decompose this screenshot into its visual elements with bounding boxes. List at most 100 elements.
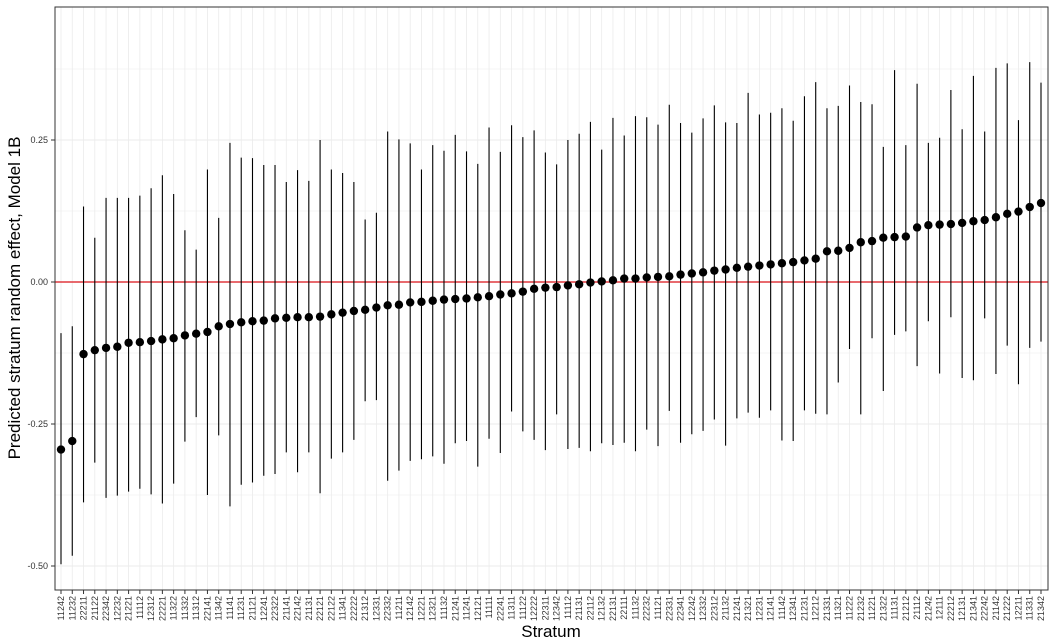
x-tick-label: 11321	[833, 596, 843, 620]
data-point	[608, 276, 618, 285]
x-tick-label: 21132	[721, 596, 731, 620]
x-tick-label: 21231	[799, 596, 809, 621]
data-point	[282, 313, 291, 322]
x-tick-label: 11112	[563, 596, 573, 619]
data-point	[755, 261, 764, 270]
x-tick-label: 12241	[259, 596, 269, 621]
x-tick-label: 11312	[191, 596, 201, 620]
x-tick-label: 22312	[709, 596, 719, 621]
x-tick-label: 21241	[732, 596, 742, 621]
data-point	[169, 334, 178, 343]
data-point	[957, 218, 967, 228]
data-point	[518, 287, 528, 296]
x-tick-label: 22131	[608, 596, 618, 621]
data-point	[574, 280, 584, 289]
data-point	[991, 213, 1001, 222]
data-point	[473, 293, 482, 302]
data-point	[912, 223, 922, 232]
x-tick-label: 11112	[135, 596, 145, 619]
x-tick-label: 22211	[79, 596, 89, 620]
y-axis-ticks: -0.50 -0.25 0.00 0.25	[27, 135, 55, 571]
x-tick-label: 11222	[845, 596, 855, 620]
data-point	[788, 257, 798, 267]
data-point	[180, 331, 190, 340]
data-point	[834, 246, 843, 255]
data-point	[642, 273, 651, 282]
data-point	[158, 335, 167, 344]
y-tick-label: 0.25	[30, 135, 48, 145]
data-point	[766, 260, 775, 269]
x-tick-label: 11132	[439, 596, 449, 620]
x-tick-label: 12131	[957, 596, 967, 621]
x-tick-label: 21222	[1002, 596, 1012, 621]
data-point	[924, 221, 933, 230]
data-point	[259, 316, 268, 325]
x-tick-label: 12242	[687, 596, 697, 621]
x-axis-ticks: 11242 11232 22211 21122 22342 12232 21221 11112…	[56, 590, 1046, 621]
x-tick-label: 12121	[473, 596, 483, 621]
x-tick-label: 21131	[574, 596, 584, 620]
data-point	[405, 298, 415, 307]
data-point	[191, 329, 201, 338]
x-tick-label: 12221	[416, 596, 426, 621]
x-tick-label: 21112	[912, 596, 922, 620]
x-tick-label: 11311	[507, 596, 517, 620]
x-tick-label: 21341	[968, 596, 978, 621]
data-point	[338, 308, 347, 317]
x-tick-label: 21321	[743, 596, 753, 621]
x-tick-label: 11322	[169, 596, 179, 620]
points	[56, 198, 1046, 454]
x-tick-label: 22142	[293, 596, 303, 621]
x-tick-label: 11242	[56, 596, 66, 620]
x-tick-label: 11232	[67, 596, 77, 620]
panel-border	[54, 6, 1049, 591]
data-point	[901, 232, 911, 241]
x-tick-label: 21232	[856, 596, 866, 621]
x-tick-label: 22222	[349, 596, 359, 621]
data-point	[980, 215, 989, 225]
x-tick-label: 22322	[270, 596, 280, 621]
x-tick-label: 21312	[360, 596, 370, 621]
data-point	[248, 316, 257, 326]
x-tick-label: 12232	[112, 596, 122, 621]
x-tick-label: 11121	[653, 596, 663, 620]
x-tick-label: 21141	[281, 596, 291, 620]
x-tick-label: 11141	[225, 596, 235, 620]
data-point	[101, 343, 111, 353]
x-tick-label: 21121	[247, 596, 257, 620]
x-tick-label: 11131	[890, 596, 900, 620]
x-tick-label: 21331	[822, 596, 832, 621]
data-point	[1025, 202, 1034, 212]
data-point	[507, 289, 516, 298]
x-tick-label: 12141	[766, 596, 776, 621]
x-tick-label: 22212	[946, 596, 956, 621]
data-point	[687, 269, 697, 278]
data-point	[270, 314, 280, 323]
data-point	[890, 232, 899, 242]
data-point	[665, 272, 674, 281]
x-tick-label: 11332	[180, 596, 190, 620]
data-point	[113, 342, 122, 351]
data-point	[1014, 207, 1023, 216]
x-tick-label: 22341	[676, 596, 686, 621]
x-tick-label: 21342	[1036, 596, 1046, 621]
data-point	[743, 262, 753, 271]
data-point	[529, 284, 539, 294]
x-tick-label: 21242	[923, 596, 933, 621]
data-point	[394, 300, 404, 309]
data-point	[946, 219, 956, 229]
x-tick-label: 21241	[450, 596, 460, 621]
x-tick-label: 22141	[202, 596, 212, 621]
data-point	[496, 290, 505, 299]
data-point	[856, 238, 865, 247]
data-point	[293, 313, 302, 322]
x-tick-label: 12132	[597, 596, 607, 621]
x-tick-label: 22331	[664, 596, 674, 621]
data-point	[811, 254, 820, 263]
x-tick-label: 22342	[101, 596, 111, 621]
data-point	[462, 294, 471, 303]
x-tick-label: 11331	[1025, 596, 1035, 620]
data-point	[214, 322, 223, 331]
data-point	[79, 349, 88, 359]
